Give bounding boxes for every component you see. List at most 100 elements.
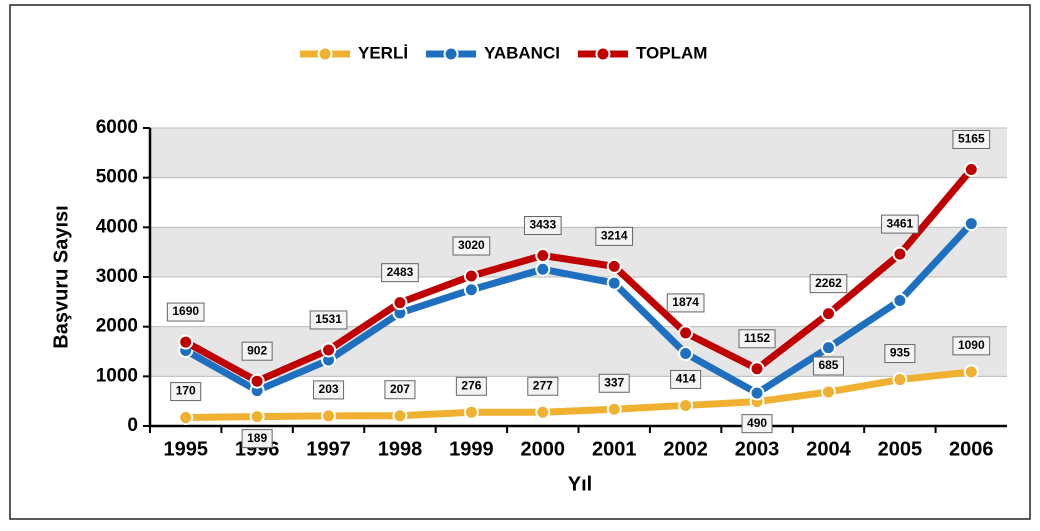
data-point: [463, 268, 479, 284]
data-label: 1152: [744, 331, 770, 345]
y-tick-label: 1000: [96, 365, 138, 386]
data-point: [392, 408, 408, 424]
data-point: [463, 282, 479, 298]
grid-band: [150, 128, 1007, 178]
data-label-box: [884, 344, 916, 364]
data-point: [249, 409, 265, 425]
x-tick-label: 2000: [521, 438, 566, 460]
data-label: 277: [533, 378, 553, 392]
x-tick-label: 2005: [878, 438, 923, 460]
data-label-box: [381, 263, 419, 283]
x-tick-label: 2006: [949, 438, 994, 460]
data-label: 170: [176, 384, 196, 398]
x-tick-label: 1997: [306, 438, 351, 460]
y-tick-label: 2000: [96, 316, 138, 337]
data-label: 3020: [458, 238, 485, 252]
data-label-box: [452, 236, 491, 256]
data-point: [892, 293, 908, 309]
data-label: 935: [890, 346, 910, 360]
data-point: [749, 385, 765, 401]
data-label-box: [595, 226, 634, 246]
data-point: [463, 404, 479, 420]
x-tick-label: 2002: [663, 438, 708, 460]
y-tick-label: 3000: [96, 266, 138, 287]
data-label: 1531: [315, 312, 342, 326]
data-label: 1874: [672, 295, 699, 309]
legend-marker: [595, 46, 611, 62]
data-point: [606, 401, 622, 417]
data-label: 3461: [887, 216, 914, 230]
data-point: [321, 342, 337, 358]
data-label: 276: [461, 378, 481, 392]
data-label: 685: [818, 358, 838, 372]
data-label: 414: [676, 372, 696, 386]
y-tick-label: 6000: [96, 117, 138, 138]
data-point: [963, 161, 979, 177]
data-label-box: [313, 380, 345, 400]
data-label: 3214: [601, 229, 628, 243]
data-label-box: [455, 376, 487, 396]
data-label-box: [741, 414, 773, 434]
data-label-box: [170, 382, 202, 402]
data-point: [749, 361, 765, 377]
data-label: 5165: [958, 132, 985, 146]
data-point: [535, 404, 551, 420]
legend-label: YABANCI: [484, 43, 560, 62]
data-point: [820, 306, 836, 322]
data-label-box: [523, 215, 562, 235]
data-label-box: [670, 369, 702, 389]
data-point: [178, 334, 194, 350]
data-label-box: [309, 310, 348, 330]
x-tick-label: 1995: [163, 438, 208, 460]
y-axis-label: Başvuru Sayısı: [50, 205, 72, 348]
data-label-box: [384, 380, 416, 400]
data-label: 1690: [172, 304, 199, 318]
legend-label: YERLİ: [358, 43, 408, 62]
data-label: 2483: [387, 265, 414, 279]
data-point: [892, 246, 908, 262]
x-tick-label: 1998: [378, 438, 423, 460]
data-label: 490: [747, 416, 767, 430]
data-label: 902: [247, 343, 267, 357]
legend-marker: [317, 46, 333, 62]
data-point: [535, 261, 551, 277]
x-tick-label: 2001: [592, 438, 637, 460]
data-label-box: [166, 302, 205, 322]
y-tick-label: 0: [127, 415, 138, 436]
data-label: 207: [390, 382, 410, 396]
y-tick-label: 4000: [96, 216, 138, 237]
data-point: [606, 275, 622, 291]
data-label-box: [666, 293, 705, 313]
data-point: [678, 345, 694, 361]
data-label-box: [738, 329, 776, 349]
data-point: [178, 410, 194, 426]
legend-label: TOPLAM: [636, 43, 707, 62]
data-label: 203: [319, 382, 339, 396]
data-point: [678, 397, 694, 413]
data-point: [820, 384, 836, 400]
x-tick-label: 2003: [735, 438, 780, 460]
data-label-box: [812, 356, 844, 376]
data-point: [392, 295, 408, 311]
legend-marker: [443, 46, 459, 62]
data-label-box: [952, 129, 991, 149]
data-label: 189: [247, 431, 267, 445]
x-tick-label: 2004: [806, 438, 851, 460]
data-label-box: [952, 336, 991, 356]
data-label-box: [598, 373, 630, 393]
x-axis-label: Yıl: [568, 473, 592, 495]
data-label: 3433: [529, 218, 556, 232]
data-point: [535, 247, 551, 263]
data-label-box: [809, 274, 848, 294]
data-point: [606, 258, 622, 274]
data-label: 1090: [958, 338, 985, 352]
data-point: [892, 372, 908, 388]
data-label: 2262: [815, 276, 842, 290]
series-line: [183, 221, 974, 397]
data-label-box: [241, 341, 273, 361]
data-label-box: [527, 376, 559, 396]
data-point: [963, 364, 979, 380]
data-label-box: [881, 214, 919, 234]
y-tick-label: 5000: [96, 167, 138, 188]
